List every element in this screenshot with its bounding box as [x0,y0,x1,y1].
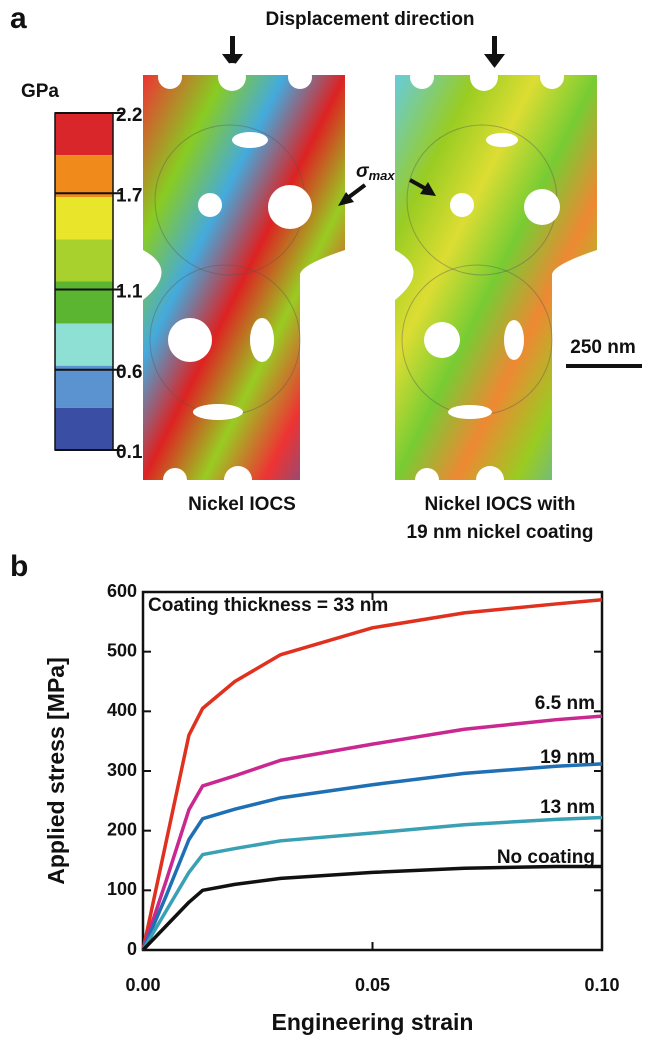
y-tick-label: 200 [107,819,137,839]
series-label: 13 nm [540,797,595,818]
y-tick-label: 100 [107,879,137,899]
colorbar-band [55,239,113,281]
displacement-title: Displacement direction [265,9,474,30]
colorbar-band [55,113,113,155]
sigma-subscript: max [369,168,396,183]
y-tick-label: 600 [107,581,137,601]
x-axis-label: Engineering strain [272,1009,474,1035]
colorbar-band [55,197,113,239]
caption: 19 nm nickel coating [407,522,594,543]
colorbar-band [55,324,113,366]
series-label: 19 nm [540,747,595,768]
colorbar-tick-label: 2.2 [116,105,142,126]
colorbar-band [55,408,113,450]
y-tick-label: 400 [107,700,137,720]
y-tick-label: 500 [107,640,137,660]
simulation-right [395,63,597,494]
plot-frame [143,592,602,950]
colorbar-band [55,366,113,408]
colorbar-band [55,282,113,324]
series-line [143,866,602,950]
x-tick-label: 0.10 [584,975,619,995]
figure: a b Displacement direction σmax 250 nm N… [0,0,648,1042]
colorbar-tick-label: 1.1 [116,282,143,303]
x-tick-label: 0.05 [355,975,390,995]
caption: Nickel IOCS with [425,494,576,515]
simulation-left [143,63,345,494]
colorbar-unit: GPa [21,81,59,102]
x-tick-label: 0.00 [125,975,160,995]
panel-label: b [10,550,28,583]
y-axis-label: Applied stress [MPa] [43,657,69,885]
series-label: No coating [497,847,595,868]
sigma-label: σmax [356,161,395,183]
colorbar: 2.2 1.7 1.1 0.6 0.1 [55,105,143,463]
series-line [143,600,602,950]
y-tick-label: 300 [107,760,137,780]
y-tick-label: 0 [127,939,137,959]
caption: Nickel IOCS [188,494,296,515]
series-line [143,818,602,950]
scale-bar-label: 250 nm [570,337,635,358]
colorbar-tick-label: 0.6 [116,362,142,383]
series-label: 6.5 nm [535,693,595,714]
colorbar-band [55,155,113,197]
colorbar-tick-label: 0.1 [116,442,143,463]
chart: 0 100 200 300 400 500 600 0.00 0.05 0.10 Engineeri… [43,581,619,1035]
panel-label: a [10,2,27,35]
series-label: Coating thickness = 33 nm [148,595,388,616]
scale-bar [566,364,642,368]
arrows [222,36,505,68]
colorbar-tick-label: 1.7 [116,185,142,206]
